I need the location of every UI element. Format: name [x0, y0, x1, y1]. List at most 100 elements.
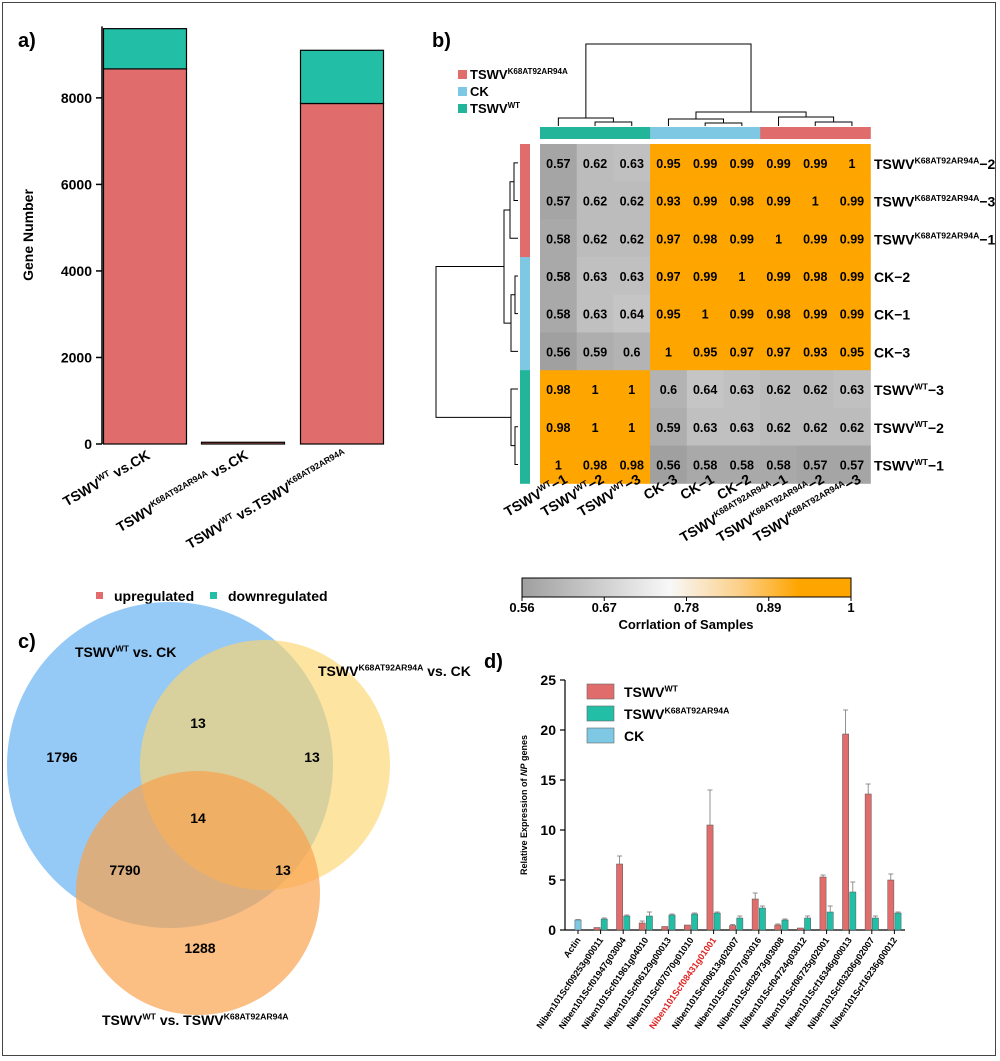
heatmap-cell-value: 0.57 [840, 458, 864, 472]
heatmap-cell [650, 294, 688, 333]
heatmap-cell [760, 257, 798, 296]
heatmap-cell-value: 0.99 [840, 232, 864, 246]
heatmap-cell [540, 219, 578, 258]
heatmap-cell-value: 0.98 [766, 308, 790, 322]
heatmap-cell [686, 144, 724, 183]
heatmap-cell-value: 1 [592, 383, 599, 397]
bar [819, 876, 827, 931]
heatmap-cell-value: 0.98 [730, 195, 754, 209]
heatmap-row-label: TSWVK68AT92AR94A−2 [874, 155, 996, 172]
heatmap-cell-value: 0.62 [583, 232, 607, 246]
row-annotation [520, 445, 530, 484]
heatmap-cell-value: 0.99 [730, 157, 754, 171]
y-tick-label: 6000 [61, 176, 92, 192]
heatmap-cell [650, 144, 688, 183]
heatmap-cell [613, 332, 651, 371]
heatmap-cell-value: 0.99 [730, 308, 754, 322]
bar [638, 922, 646, 931]
heatmap-cell [613, 181, 651, 220]
heatmap-cell [540, 144, 578, 183]
dendrogram-branch [704, 122, 743, 126]
column-annotation [613, 127, 651, 139]
y-tick-label: 0 [84, 436, 92, 452]
y-tick-label: 4000 [61, 263, 92, 279]
heatmap-cell [540, 294, 578, 333]
heatmap-cell [760, 144, 798, 183]
heatmap-cell [613, 144, 651, 183]
heatmap-cell-value: 0.63 [730, 383, 754, 397]
heatmap-cell [650, 370, 688, 409]
heatmap-cell-value: 1 [848, 157, 855, 171]
heatmap-cell [540, 407, 578, 447]
heatmap-cell [796, 257, 835, 296]
heatmap-cell-value: 0.63 [730, 421, 754, 435]
bar [706, 824, 714, 931]
heatmap-cell [723, 332, 761, 371]
y-tick-label: 2000 [61, 349, 92, 365]
heatmap-cell [686, 370, 724, 409]
row-annotation [520, 294, 530, 333]
heatmap-cell-value: 0.97 [730, 345, 754, 359]
heatmap-cell [833, 407, 871, 447]
heatmap-row-label: TSWVWT−3 [874, 381, 944, 398]
y-tick-label: 25 [540, 672, 556, 688]
heatmap-cell-value: 0.62 [620, 195, 644, 209]
bar-upregulated [299, 102, 385, 445]
heatmap-cell [723, 219, 761, 258]
heatmap-cell-value: 0.95 [656, 308, 680, 322]
dendrogram-branch [585, 43, 752, 118]
heatmap-row-label: TSWVWT−1 [874, 457, 944, 474]
heatmap-cell [613, 370, 651, 409]
heatmap-cell-value: 0.95 [840, 345, 864, 359]
heatmap-cell-value: 0.99 [693, 270, 717, 284]
heatmap-cell [686, 407, 724, 447]
heatmap-cell-value: 0.62 [583, 195, 607, 209]
heatmap-cell-value: 0.63 [840, 383, 864, 397]
venn-count-abc: 14 [190, 810, 206, 826]
bar [684, 924, 691, 931]
bar [646, 915, 653, 931]
heatmap-cell-value: 0.93 [656, 195, 680, 209]
legend-label: downregulated [228, 588, 328, 604]
panel-label-c: c) [18, 631, 36, 653]
heatmap-cell [576, 294, 614, 333]
panel-b-heatmap: 0.57 0.62 0.63 0.95 0.99 0.99 0.99 0.99 1 0.57 0.6… [435, 43, 996, 632]
heatmap-cell-value: 0.6 [623, 345, 640, 359]
row-annotation [520, 144, 530, 183]
dendrogram-branch [514, 426, 518, 465]
heatmap-cell [613, 219, 651, 258]
heatmap-cell [796, 144, 835, 183]
heatmap-legend-label: TSWVWT [470, 101, 520, 116]
colorbar-tick-label: 0.56 [509, 600, 534, 615]
heatmap-cell-value: 0.62 [840, 421, 864, 435]
y-tick-label: 10 [540, 822, 556, 838]
legend-label: TSWVK68AT92AR94A [624, 705, 730, 722]
bar [894, 912, 902, 931]
heatmap-cell [833, 257, 871, 296]
heatmap-row-label: CK−2 [874, 269, 910, 285]
bar [797, 927, 804, 931]
heatmap-cell [613, 294, 651, 333]
bar-downregulated [299, 49, 385, 105]
heatmap-cell [760, 407, 798, 447]
row-annotation [520, 370, 530, 409]
heatmap-cell [796, 407, 835, 447]
heatmap-cell-value: 0.97 [766, 345, 790, 359]
heatmap-legend-swatch [458, 104, 467, 113]
heatmap-cell [796, 294, 835, 333]
heatmap-cell-value: 1 [702, 308, 709, 322]
heatmap-cell-value: 0.59 [656, 421, 680, 435]
venn-set-label: TSWVWT vs. TSWVK68AT92AR94A [102, 1011, 289, 1028]
bar [600, 918, 608, 931]
heatmap-cell-value: 1 [555, 458, 562, 472]
heatmap-cell-value: 0.99 [840, 308, 864, 322]
heatmap-cell-value: 0.99 [730, 232, 754, 246]
heatmap-cell [576, 144, 614, 183]
heatmap-cell-value: 0.99 [693, 157, 717, 171]
y-tick-label: 8000 [61, 90, 92, 106]
heatmap-cell [576, 219, 614, 258]
dendrogram-branch [514, 275, 518, 315]
heatmap-cell [576, 445, 614, 484]
heatmap-cell [686, 294, 724, 333]
heatmap-cell-value: 0.6 [660, 383, 677, 397]
